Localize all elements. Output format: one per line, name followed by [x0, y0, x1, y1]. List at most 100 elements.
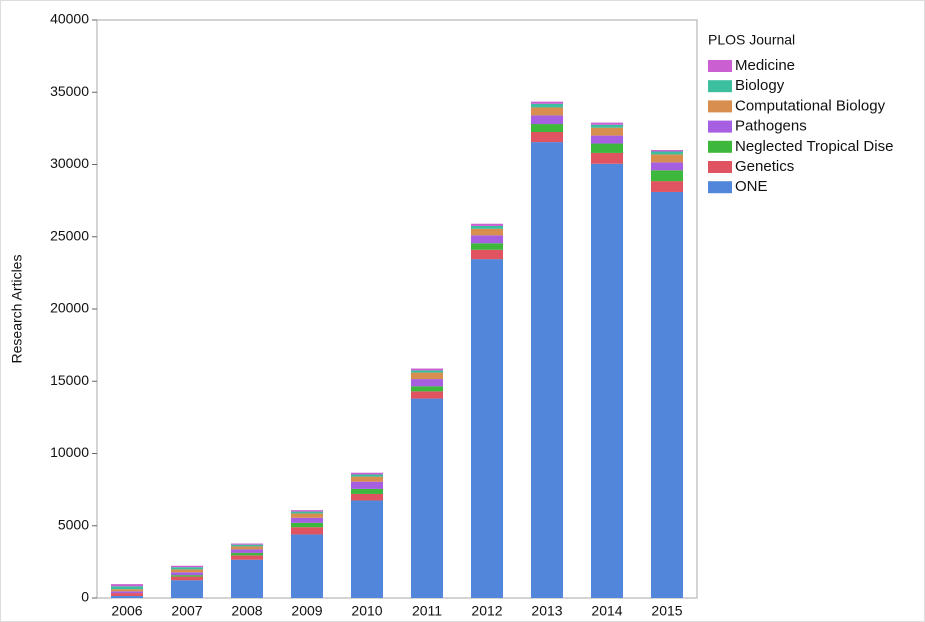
bar-segment — [411, 398, 443, 598]
bar-segment — [531, 107, 563, 116]
bar-segment — [351, 476, 383, 482]
legend-swatch — [708, 100, 732, 113]
x-tick-label: 2014 — [591, 603, 622, 619]
bar-segment — [111, 586, 143, 590]
bar-segment — [531, 131, 563, 143]
bar-segment — [411, 391, 443, 399]
x-tick-label: 2009 — [291, 603, 322, 619]
bar-segment — [651, 191, 683, 598]
bar-segment — [531, 115, 563, 125]
y-axis-label: Research Articles — [9, 255, 25, 364]
bar-segment — [651, 162, 683, 171]
y-tick-label: 25000 — [50, 227, 89, 243]
bar-segment — [231, 552, 263, 556]
x-tick-label: 2015 — [651, 603, 682, 619]
bar-segment — [651, 154, 683, 163]
bar-segment — [411, 372, 443, 380]
bar-segment — [411, 379, 443, 387]
bar-segment — [231, 544, 263, 547]
legend-swatch — [708, 181, 732, 194]
bar-segment — [411, 368, 443, 371]
bar-segment — [531, 103, 563, 108]
legend-label: Genetics — [735, 158, 794, 175]
bar-segment — [231, 543, 263, 545]
bar-segment — [591, 135, 623, 144]
bar-segment — [591, 143, 623, 153]
x-tick-label: 2011 — [412, 603, 442, 619]
bar-segment — [171, 565, 203, 568]
y-tick-label: 5000 — [58, 516, 89, 532]
bar-segment — [651, 170, 683, 182]
bar-segment — [291, 522, 323, 528]
y-tick-label: 10000 — [50, 444, 89, 460]
bar-segment — [591, 152, 623, 164]
bar-segment — [471, 228, 503, 236]
bar-segment — [351, 500, 383, 598]
bar-segment — [591, 127, 623, 136]
x-tick-label: 2010 — [351, 603, 382, 619]
bar-segment — [651, 150, 683, 152]
bar-segment — [291, 534, 323, 598]
x-tick-label: 2008 — [231, 603, 262, 619]
legend-swatch — [708, 80, 732, 93]
bar-segment — [471, 249, 503, 260]
bar-segment — [111, 591, 143, 594]
bar-segment — [231, 549, 263, 553]
y-tick-label: 35000 — [50, 83, 89, 99]
bar-segment — [111, 595, 143, 598]
legend-label: Medicine — [735, 57, 795, 74]
bar-segment — [171, 569, 203, 573]
y-tick-label: 15000 — [50, 372, 89, 388]
bar-segment — [291, 513, 323, 518]
bar-segment — [171, 575, 203, 577]
bar-segment — [471, 259, 503, 598]
bar-segment — [171, 580, 203, 598]
legend-label: Pathogens — [735, 118, 807, 135]
x-tick-label: 2012 — [471, 603, 502, 619]
y-tick-label: 20000 — [50, 300, 89, 316]
legend-swatch — [708, 120, 732, 133]
bar-segment — [591, 163, 623, 598]
bar-segment — [231, 555, 263, 560]
bar-segment — [291, 527, 323, 535]
bar-segment — [171, 572, 203, 576]
bar-segment — [111, 584, 143, 587]
bar-segment — [351, 472, 383, 475]
bar-segment — [231, 546, 263, 550]
bar-segment — [111, 589, 143, 592]
legend-swatch — [708, 140, 732, 153]
y-tick-label: 40000 — [50, 11, 89, 27]
bar-segment — [291, 510, 323, 512]
bar-segment — [111, 593, 143, 596]
bar-segment — [411, 386, 443, 392]
bar-segment — [471, 235, 503, 244]
bar-segment — [171, 576, 203, 581]
x-tick-label: 2007 — [171, 603, 202, 619]
legend-title: PLOS Journal — [708, 32, 795, 48]
bar-segment — [591, 124, 623, 128]
bar-segment — [531, 142, 563, 599]
bar-segment — [471, 243, 503, 250]
y-tick-label: 30000 — [50, 155, 89, 171]
legend-swatch — [708, 60, 732, 72]
bar-segment — [351, 493, 383, 501]
bar-segment — [651, 181, 683, 192]
bar-segment — [291, 517, 323, 523]
x-tick-label: 2013 — [531, 603, 562, 619]
legend-label: Neglected Tropical Dise — [735, 138, 893, 155]
bar-segment — [591, 122, 623, 125]
bar-segment — [171, 567, 203, 570]
bar-segment — [351, 481, 383, 489]
bar-segment — [231, 559, 263, 598]
bar-segment — [531, 124, 563, 132]
bar-segment — [531, 101, 563, 104]
bar-segment — [471, 223, 503, 226]
bar-segment — [411, 370, 443, 373]
bar-segment — [651, 151, 683, 155]
bar-segment — [351, 488, 383, 494]
legend-label: ONE — [735, 178, 768, 195]
bar-segment — [291, 511, 323, 514]
legend-label: Computational Biology — [735, 97, 886, 114]
